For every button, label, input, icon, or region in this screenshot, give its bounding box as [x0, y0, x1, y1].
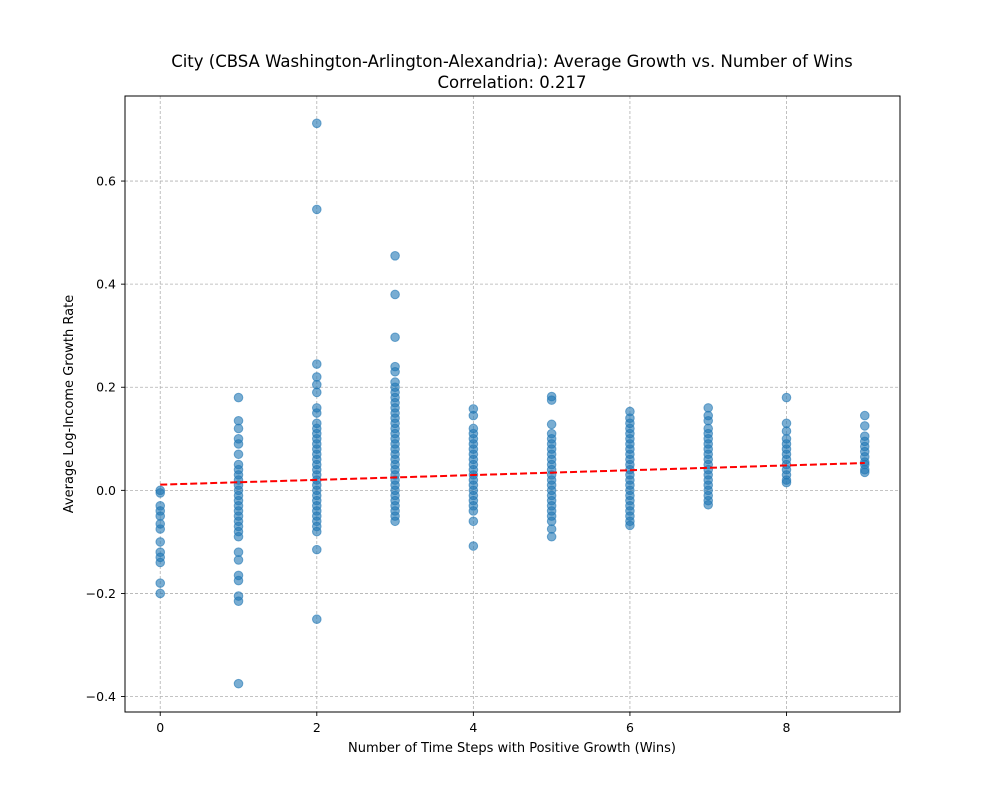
data-point-x2-0	[311, 118, 322, 129]
data-point-x4-1	[468, 410, 479, 421]
data-point-x5-2	[546, 419, 557, 430]
data-point-x4-19	[468, 516, 479, 527]
data-point-x2-30	[311, 544, 322, 555]
y-tick-label-4: 0.4	[96, 277, 116, 292]
y-tick-label-3: 0.2	[96, 380, 116, 395]
y-axis-label: Average Log-Income Growth Rate	[62, 295, 77, 513]
y-axis-ticks: −0.4 −0.2 0.0 0.2 0.4 0.6	[86, 174, 125, 704]
data-point-x9-0	[859, 410, 870, 421]
data-point-x1-5	[233, 449, 244, 460]
data-point-x8-0	[781, 392, 792, 403]
data-point-x5-22	[546, 531, 557, 542]
data-point-x0-1	[155, 488, 166, 498]
plot-frame	[124, 95, 901, 713]
data-point-x1-0	[233, 392, 244, 403]
data-point-x3-4	[390, 366, 400, 377]
y-tick-label-5: 0.6	[96, 174, 116, 189]
trend-line	[160, 462, 865, 486]
data-point-x0-12	[155, 588, 166, 599]
data-point-x1-24	[233, 575, 244, 586]
trend-line-group	[160, 462, 865, 486]
data-point-x4-20	[468, 541, 479, 551]
data-point-x3-0	[390, 250, 400, 261]
data-point-x0-7	[155, 537, 166, 547]
chart-subtitle: Correlation: 0.217	[437, 73, 586, 92]
x-tick-label-1: 2	[313, 720, 321, 735]
x-tick-label-2: 4	[469, 720, 477, 735]
x-tick-label-3: 6	[626, 720, 634, 735]
data-point-x7-18	[703, 499, 714, 510]
data-points	[155, 118, 870, 689]
data-point-x3-32	[390, 516, 400, 527]
x-axis-label: Number of Time Steps with Positive Growt…	[348, 741, 676, 756]
y-tick-label-2: 0.0	[96, 483, 116, 498]
data-point-x1-26	[233, 596, 244, 606]
data-point-x4-18	[468, 506, 479, 516]
y-tick-label-1: −0.2	[86, 586, 116, 601]
data-point-x1-2	[233, 423, 244, 434]
data-point-x2-1	[311, 204, 322, 215]
data-point-x1-27	[233, 678, 244, 689]
data-point-x2-31	[311, 614, 322, 625]
chart-title: City (CBSA Washington-Arlington-Alexandr…	[171, 52, 853, 71]
data-point-x0-10	[155, 557, 166, 568]
data-point-x1-22	[233, 555, 244, 565]
data-point-x0-11	[155, 578, 166, 588]
data-point-x2-5	[311, 387, 322, 398]
data-point-x3-1	[390, 289, 400, 300]
y-tick-label-0: −0.4	[86, 689, 116, 704]
data-point-x2-7	[311, 408, 322, 418]
x-tick-label-4: 8	[783, 720, 791, 735]
data-point-x8-12	[781, 477, 792, 488]
x-axis-ticks: 0 2 4 6 8	[156, 712, 791, 735]
data-point-x5-1	[546, 395, 557, 405]
data-point-x1-4	[233, 439, 244, 449]
data-point-x6-22	[625, 520, 635, 531]
data-point-x2-29	[311, 526, 322, 537]
data-point-x0-6	[155, 524, 166, 534]
data-point-x9-1	[859, 421, 870, 431]
data-point-x9-10	[859, 467, 870, 478]
x-tick-label-0: 0	[156, 720, 164, 735]
data-point-x3-2	[390, 332, 400, 343]
data-point-x1-20	[233, 531, 244, 542]
data-point-x2-2	[311, 359, 322, 369]
